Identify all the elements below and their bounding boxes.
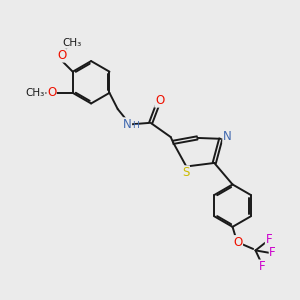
Text: N: N — [223, 130, 232, 143]
Text: O: O — [155, 94, 164, 107]
Text: F: F — [266, 233, 272, 246]
Text: F: F — [269, 246, 276, 259]
Text: CH₃: CH₃ — [26, 88, 45, 98]
Text: O: O — [57, 49, 66, 62]
Text: H: H — [133, 122, 139, 130]
Text: S: S — [182, 166, 189, 179]
Text: O: O — [233, 236, 242, 249]
Text: F: F — [259, 260, 265, 273]
Text: CH₃: CH₃ — [62, 38, 82, 48]
Text: N: N — [123, 118, 131, 131]
Text: O: O — [47, 86, 56, 99]
